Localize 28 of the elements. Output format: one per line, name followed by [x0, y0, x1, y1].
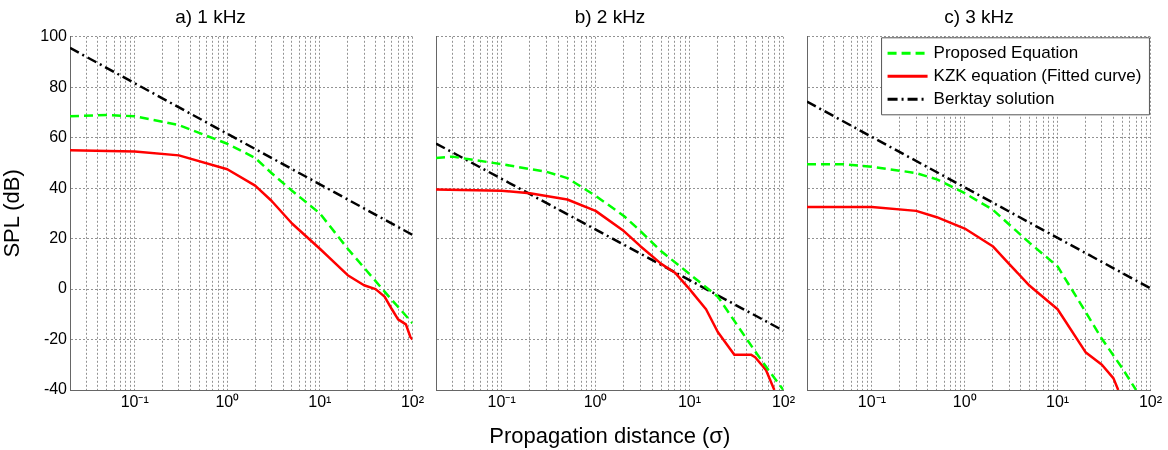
legend-label: Proposed Equation — [933, 42, 1079, 62]
y-tick-label: 80 — [49, 77, 68, 95]
x-axis-title: Propagation distance (σ) — [489, 422, 731, 448]
y-tick-label: -40 — [43, 380, 68, 398]
y-axis-title: SPL (dB) — [0, 169, 25, 258]
x-tick-label: 10⁻¹ — [487, 393, 516, 411]
x-tick-label: 10⁻¹ — [857, 393, 886, 411]
legend-label: Berktay solution — [933, 88, 1055, 108]
y-tick-label: 0 — [58, 279, 68, 297]
y-tick-label: 100 — [40, 27, 68, 45]
x-tick-label: 10² — [400, 393, 425, 411]
x-tick-label: 10⁰ — [583, 393, 608, 411]
chart-title: b) 2 kHz — [574, 5, 646, 27]
chart-title: a) 1 kHz — [175, 5, 246, 27]
x-tick-label: 10² — [1138, 393, 1163, 411]
legend-label: KZK equation (Fitted curve) — [933, 65, 1142, 85]
y-tick-label: 20 — [49, 229, 68, 247]
y-tick-label: 40 — [49, 178, 68, 196]
y-tick-label: 60 — [49, 128, 68, 146]
y-tick-label: -20 — [43, 329, 68, 347]
x-tick-label: 10¹ — [677, 393, 702, 411]
x-tick-label: 10⁰ — [215, 393, 240, 411]
x-tick-label: 10¹ — [1046, 393, 1070, 411]
x-tick-label: 10⁰ — [952, 393, 977, 411]
x-tick-label: 10² — [771, 393, 796, 411]
chart-title: c) 3 kHz — [944, 5, 1014, 27]
x-tick-label: 10¹ — [308, 393, 332, 411]
x-tick-label: 10⁻¹ — [120, 393, 149, 411]
